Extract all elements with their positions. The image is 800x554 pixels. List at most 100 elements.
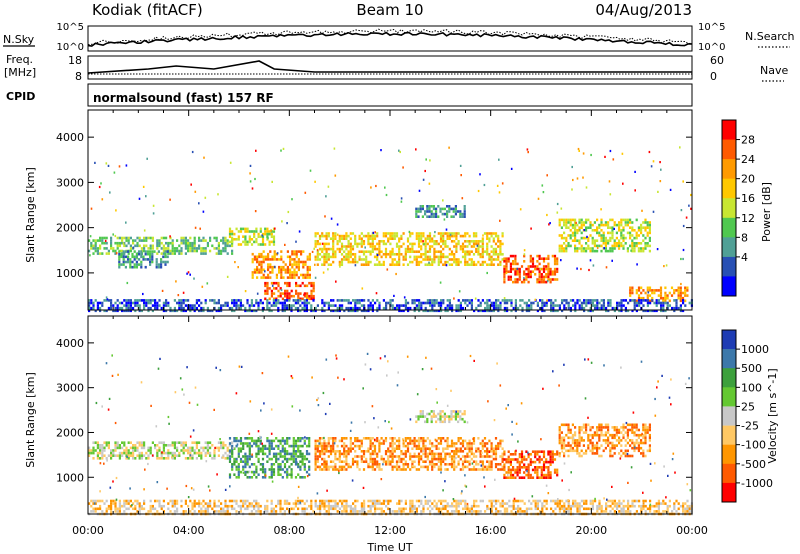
velocity-echo-cell (257, 502, 260, 505)
velocity-echo-cell (110, 507, 113, 511)
velocity-echo-cell (448, 417, 451, 421)
power-echo-cell (428, 205, 431, 208)
velocity-echo-cell (127, 451, 130, 455)
power-echo-cell (133, 250, 136, 253)
power-echo-cell (454, 205, 457, 208)
velocity-echo-cell (132, 451, 135, 455)
velocity-echo-cell (488, 463, 491, 466)
velocity-echo-cell (523, 476, 526, 479)
power-echo-cell (173, 299, 176, 302)
velocity-echo-cell (415, 468, 418, 471)
power-echo-cell (604, 242, 607, 245)
velocity-echo-cell (266, 437, 269, 440)
power-echo-cell (160, 263, 163, 266)
power-echo-cell (147, 299, 150, 302)
power-echo-cell (250, 309, 253, 313)
velocity-echo-cell (272, 447, 276, 450)
power-scatter-cell (309, 169, 312, 172)
power-echo-cell (642, 304, 645, 307)
power-echo-cell (611, 244, 614, 248)
power-echo-cell (332, 260, 335, 264)
power-echo-cell (501, 242, 504, 246)
power-echo-cell (510, 301, 513, 305)
power-scatter-cell (582, 176, 584, 179)
power-echo-cell (110, 239, 113, 242)
power-echo-cell (431, 301, 434, 305)
power-echo-cell (332, 250, 335, 253)
power-echo-cell (563, 236, 566, 240)
velocity-echo-cell (490, 447, 493, 450)
velocity-echo-cell (292, 447, 295, 450)
velocity-echo-cell (209, 454, 212, 457)
velocity-echo-cell (362, 455, 366, 458)
power-echo-cell (132, 241, 135, 245)
power-echo-cell (642, 226, 645, 229)
velocity-echo-cell (380, 455, 383, 458)
power-echo-cell (303, 284, 306, 288)
velocity-echo-cell (542, 463, 546, 466)
power-echo-cell (371, 247, 374, 251)
power-echo-cell (226, 252, 229, 255)
velocity-echo-cell (204, 451, 207, 455)
velocity-echo-cell (435, 457, 438, 461)
power-echo-cell (503, 306, 506, 310)
power-echo-cell (125, 299, 128, 302)
velocity-echo-cell (231, 450, 234, 453)
velocity-echo-cell (268, 444, 271, 448)
power-echo-cell (545, 304, 548, 307)
power-echo-cell (343, 250, 346, 253)
velocity-echo-cell (176, 502, 179, 505)
power-echo-cell (105, 252, 108, 255)
velocity-echo-cell (457, 463, 460, 466)
power-scatter-cell (398, 149, 400, 152)
velocity-echo-cell (121, 446, 124, 450)
power-echo-cell (360, 240, 363, 243)
power-echo-cell (468, 250, 471, 253)
velocity-echo-cell (371, 437, 374, 440)
velocity-echo-cell (426, 455, 429, 458)
velocity-echo-cell (206, 446, 209, 450)
power-echo-cell (518, 270, 521, 273)
velocity-echo-cell (360, 442, 363, 445)
velocity-echo-cell (593, 433, 596, 437)
power-echo-cell (376, 309, 379, 313)
power-echo-cell (310, 292, 313, 295)
power-echo-cell (464, 258, 467, 261)
power-echo-cell (99, 239, 102, 242)
power-echo-cell (415, 306, 418, 310)
power-echo-cell (133, 263, 136, 266)
power-echo-cell (132, 239, 135, 242)
velocity-echo-cell (453, 450, 456, 453)
power-echo-cell (297, 292, 300, 295)
velocity-echo-cell (206, 502, 209, 505)
velocity-echo-cell (556, 450, 559, 453)
velocity-echo-cell (200, 451, 203, 455)
velocity-echo-cell (167, 449, 170, 452)
power-echo-cell (123, 241, 126, 245)
power-echo-cell (541, 304, 544, 307)
power-echo-cell (578, 239, 581, 242)
power-echo-cell (464, 245, 467, 248)
velocity-echo-cell (340, 460, 344, 463)
power-echo-cell (454, 212, 457, 216)
velocity-echo-cell (567, 426, 570, 429)
power-echo-cell (149, 299, 152, 302)
power-echo-cell (180, 236, 183, 240)
velocity-echo-cell (255, 439, 258, 443)
velocity-echo-cell (292, 444, 295, 448)
velocity-echo-cell (92, 451, 95, 455)
power-echo-cell (611, 218, 614, 222)
velocity-echo-cell (402, 465, 405, 469)
velocity-echo-cell (646, 449, 649, 453)
power-scatter-cell (280, 288, 283, 292)
power-echo-cell (624, 218, 627, 222)
power-echo-cell (253, 255, 256, 259)
power-echo-cell (270, 289, 273, 293)
power-scatter-cell (316, 249, 319, 252)
power-echo-cell (514, 270, 517, 273)
power-echo-cell (574, 244, 577, 248)
power-echo-cell (94, 309, 97, 313)
power-echo-cell (302, 263, 305, 266)
power-echo-cell (432, 207, 435, 211)
power-echo-cell (682, 299, 685, 302)
